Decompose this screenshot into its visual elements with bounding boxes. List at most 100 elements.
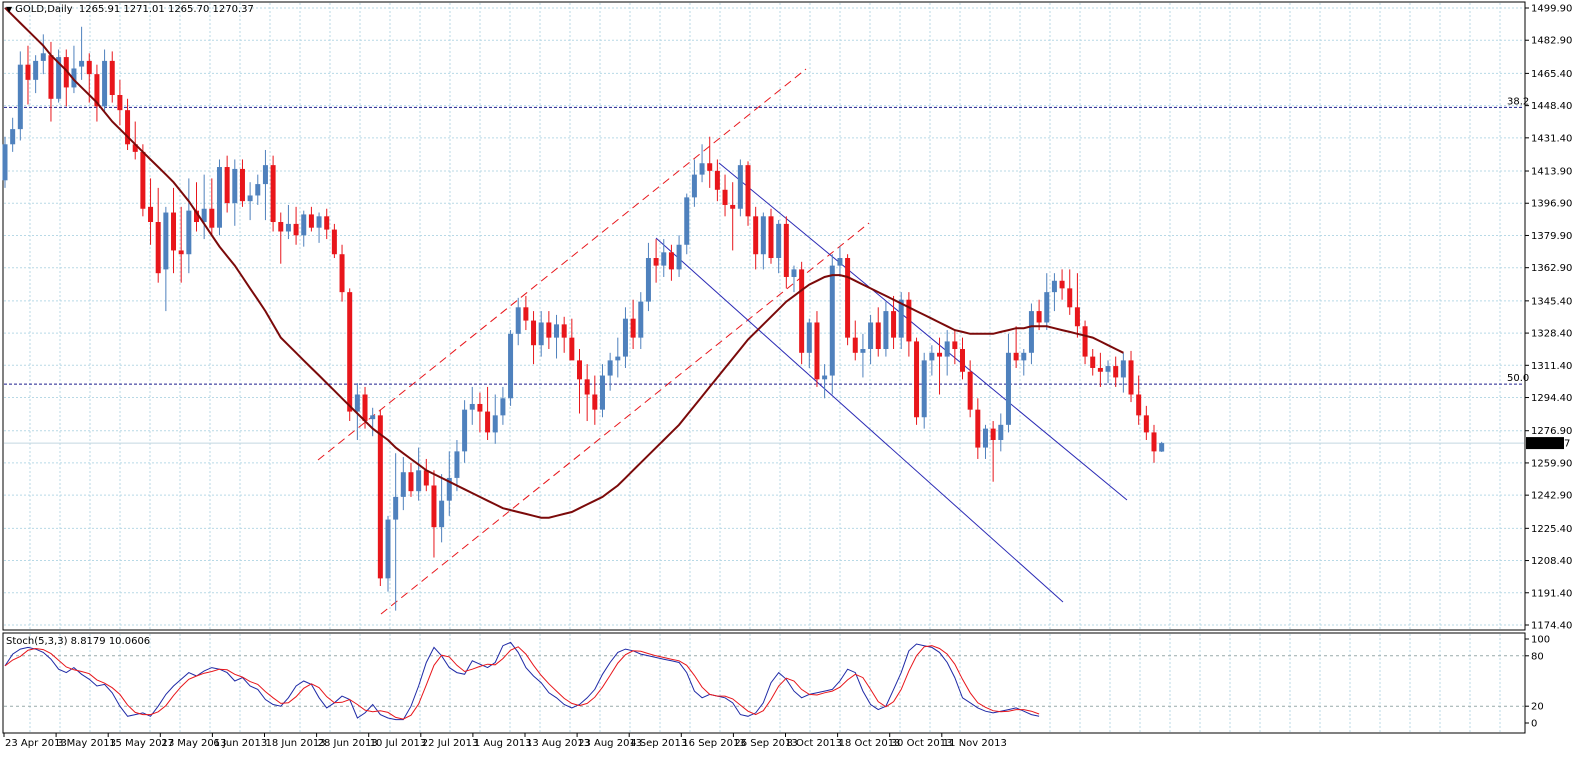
candle-body bbox=[622, 318, 628, 357]
candle bbox=[531, 311, 537, 365]
candle bbox=[423, 458, 429, 492]
candle bbox=[960, 337, 965, 380]
candle-body bbox=[577, 360, 582, 380]
candle bbox=[1113, 356, 1119, 387]
candle-body bbox=[56, 57, 62, 99]
candle-body bbox=[1090, 356, 1096, 368]
candle-body bbox=[515, 307, 521, 334]
x-axis-tick-label: 1 Aug 2013 bbox=[474, 738, 532, 749]
ohlc-readout: 1265.91 1271.01 1265.70 1270.37 bbox=[78, 4, 254, 15]
candle bbox=[714, 159, 720, 202]
candle bbox=[155, 187, 161, 283]
candle bbox=[1097, 352, 1103, 387]
candle bbox=[707, 136, 713, 188]
candle bbox=[469, 386, 475, 425]
candle bbox=[125, 98, 131, 150]
stochastic-main-line bbox=[4, 641, 1040, 721]
stochastic-axis-label: 80 bbox=[1531, 651, 1544, 662]
candle-body bbox=[668, 252, 674, 270]
candle-body bbox=[845, 258, 851, 338]
candle-body bbox=[17, 64, 23, 130]
candle-body bbox=[385, 519, 391, 579]
candle-body bbox=[975, 409, 981, 448]
candle-body bbox=[270, 165, 276, 223]
candle-body bbox=[354, 394, 360, 412]
candle-body bbox=[454, 451, 460, 478]
candle bbox=[990, 421, 996, 482]
candle bbox=[431, 470, 437, 558]
candle-body bbox=[508, 333, 514, 399]
y-axis-tick-label: 1191.40 bbox=[1531, 588, 1572, 599]
candle-body bbox=[500, 398, 506, 416]
candle bbox=[148, 178, 154, 245]
candle-body bbox=[308, 214, 314, 228]
candle bbox=[676, 235, 682, 277]
candle-body bbox=[148, 206, 154, 223]
fibonacci-level-label: 50.0 bbox=[1507, 373, 1529, 384]
candle bbox=[1120, 352, 1126, 393]
candle bbox=[699, 144, 705, 183]
stochastic-panel-frame bbox=[2, 632, 1526, 734]
candle-body bbox=[171, 212, 177, 251]
candle bbox=[63, 49, 69, 107]
y-axis-tick-label: 1482.90 bbox=[1531, 36, 1572, 47]
candle bbox=[638, 292, 644, 350]
candle bbox=[140, 144, 146, 217]
candle bbox=[102, 49, 108, 113]
candle-body bbox=[760, 216, 766, 255]
candle-body bbox=[71, 68, 77, 88]
candle bbox=[492, 394, 498, 444]
y-axis: 1499.90 1482.90 1465.40 1448.40 1431.40 1413.… bbox=[1525, 4, 1572, 632]
candle-body bbox=[776, 223, 782, 259]
candle bbox=[1074, 273, 1080, 338]
candle-body bbox=[1128, 360, 1134, 395]
candle-body bbox=[239, 168, 245, 202]
candle-body bbox=[929, 352, 935, 361]
candle bbox=[408, 462, 414, 497]
candle bbox=[607, 352, 613, 391]
collapse-triangle-icon[interactable]: ▼ bbox=[6, 5, 13, 14]
candle bbox=[691, 159, 697, 207]
candle bbox=[852, 320, 858, 361]
y-axis-tick-label: 1328.40 bbox=[1531, 329, 1572, 340]
x-axis-tick-label: 26 Sep 2013 bbox=[734, 738, 797, 749]
candle-body bbox=[224, 167, 230, 204]
candle-body bbox=[1151, 432, 1157, 452]
candle-body bbox=[661, 252, 667, 266]
candle bbox=[1105, 360, 1111, 384]
candle bbox=[921, 352, 927, 429]
candle bbox=[998, 413, 1004, 452]
candle bbox=[929, 345, 935, 376]
candle bbox=[232, 159, 238, 226]
candle bbox=[17, 51, 23, 141]
candle bbox=[117, 79, 123, 126]
candle bbox=[1051, 273, 1057, 312]
candle bbox=[845, 254, 851, 346]
candle bbox=[914, 337, 920, 425]
candle-body bbox=[852, 337, 858, 353]
candle-body bbox=[707, 163, 713, 171]
candle bbox=[285, 204, 291, 240]
x-axis-tick-label: 18 Jun 2013 bbox=[266, 738, 326, 749]
candle-body bbox=[554, 324, 560, 338]
candle bbox=[523, 295, 529, 331]
candle-body bbox=[684, 197, 690, 245]
candle bbox=[301, 210, 307, 247]
candle-body bbox=[331, 229, 337, 255]
candle-body bbox=[982, 428, 988, 448]
candle bbox=[201, 174, 207, 240]
candle-body bbox=[875, 322, 881, 350]
candle-body bbox=[531, 320, 537, 346]
candle-body bbox=[691, 174, 697, 198]
candle bbox=[837, 246, 843, 277]
candle bbox=[439, 474, 445, 543]
candle bbox=[814, 311, 820, 387]
candle-body bbox=[837, 258, 843, 266]
candle bbox=[1128, 350, 1134, 403]
candle bbox=[776, 220, 782, 274]
candle bbox=[538, 311, 544, 357]
candle-body bbox=[952, 341, 958, 350]
y-axis-tick-label: 1345.40 bbox=[1531, 296, 1572, 307]
candle-body bbox=[1021, 352, 1027, 361]
